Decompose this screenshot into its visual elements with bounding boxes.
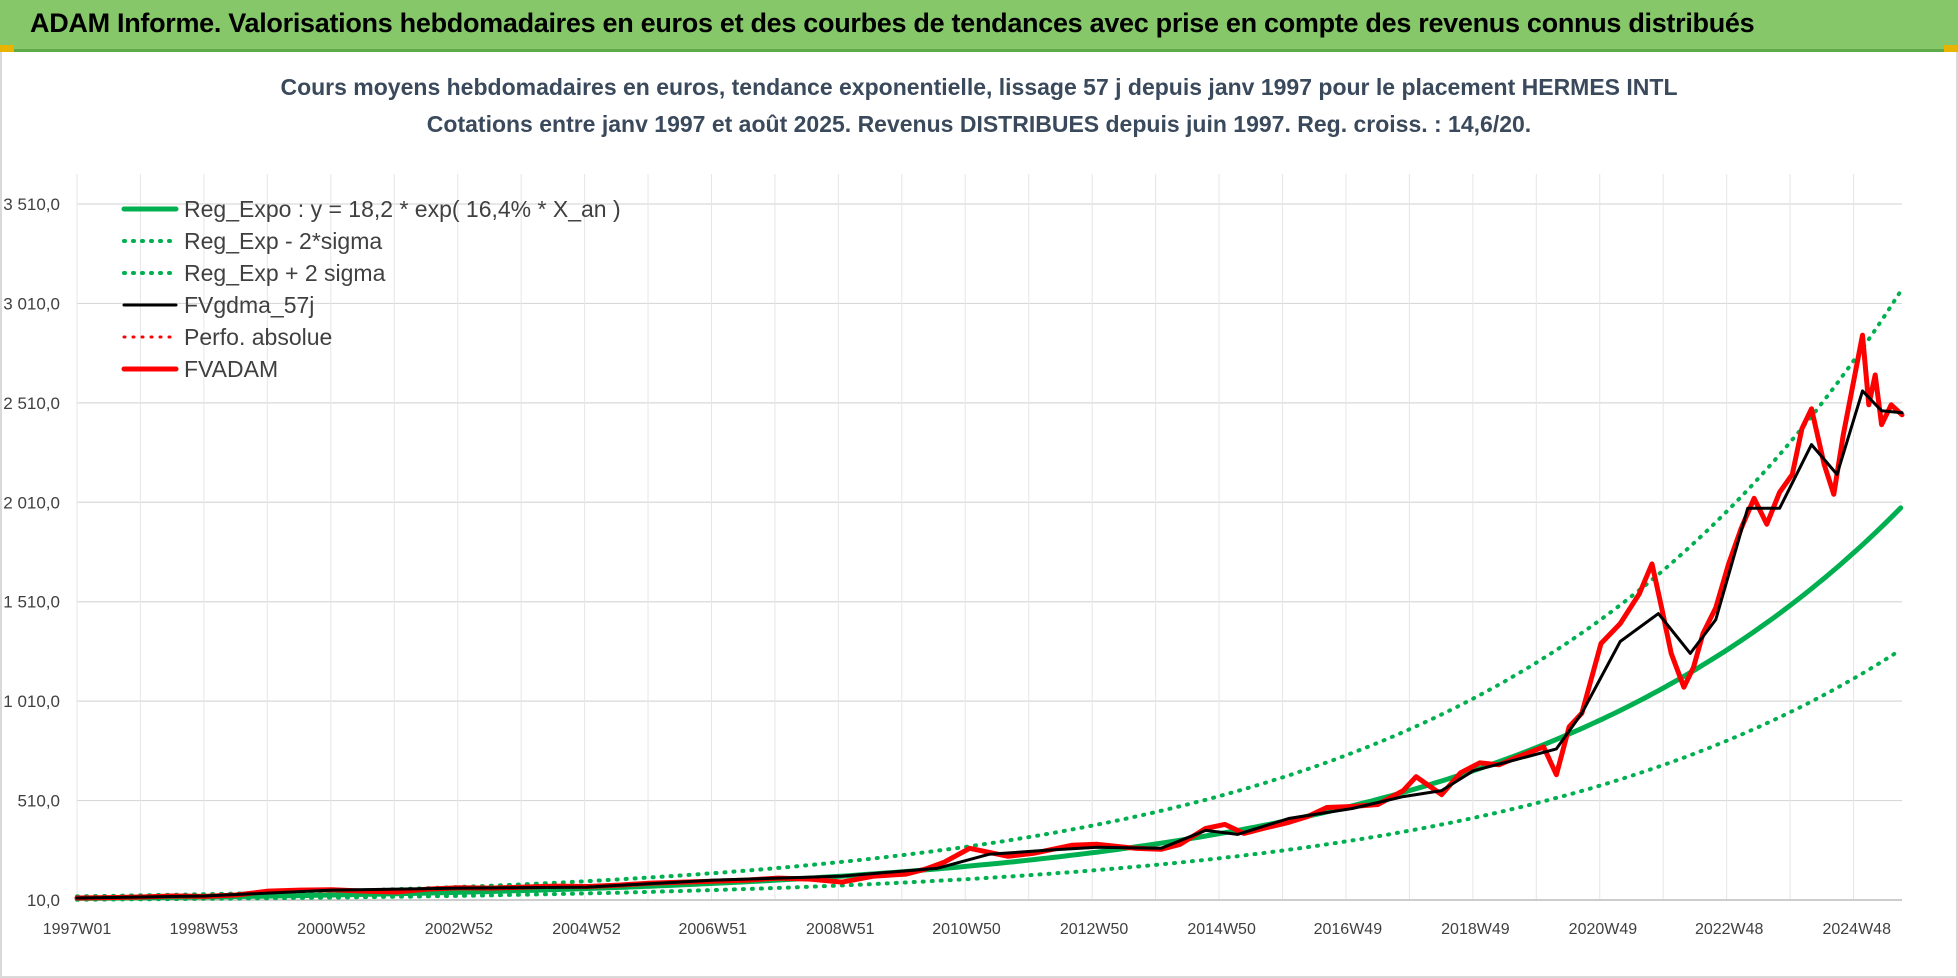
legend-label: Reg_Expo : y = 18,2 * exp( 16,4% * X_an … — [184, 196, 621, 222]
x-tick-label: 2000W52 — [297, 921, 366, 938]
corner-marker-right — [1944, 45, 1958, 52]
legend-label: Reg_Exp + 2 sigma — [184, 260, 386, 286]
y-tick-label: 1 010,0 — [3, 692, 60, 711]
banner-title: ADAM Informe. Valorisations hebdomadaire… — [30, 8, 1755, 38]
x-tick-label: 1998W53 — [170, 921, 239, 938]
legend-label: Perfo. absolue — [184, 324, 332, 350]
grid-lines — [76, 174, 1902, 901]
line-chart: Cours moyens hebdomadaires en euros, ten… — [3, 74, 1905, 938]
x-tick-label: 2018W49 — [1441, 921, 1510, 938]
series-fvadam-line — [74, 332, 1905, 901]
series-fvgdma-57j-line — [75, 389, 1904, 900]
y-tick-label: 3 010,0 — [3, 294, 60, 313]
x-tick-label: 2016W49 — [1314, 921, 1383, 938]
corner-marker-left — [0, 45, 14, 52]
x-tick-label: 2006W51 — [679, 921, 748, 938]
series-layer — [74, 289, 1905, 902]
series-reg-exp-minus-2sigma-line — [75, 647, 1903, 902]
x-tick-label: 2002W52 — [425, 921, 494, 938]
series-reg-expo-line — [74, 505, 1904, 901]
y-tick-label: 3 510,0 — [3, 195, 60, 214]
report-banner: ADAM Informe. Valorisations hebdomadaire… — [0, 0, 1958, 52]
x-tick-label: 1997W01 — [43, 921, 112, 938]
x-tick-label: 2004W52 — [552, 921, 621, 938]
legend: Reg_Expo : y = 18,2 * exp( 16,4% * X_an … — [121, 196, 621, 382]
chart-title: Cours moyens hebdomadaires en euros, ten… — [280, 74, 1677, 100]
chart-subtitle: Cotations entre janv 1997 et août 2025. … — [427, 111, 1531, 137]
x-tick-label: 2010W50 — [932, 921, 1001, 938]
x-tick-label: 2014W50 — [1187, 921, 1256, 938]
y-tick-label: 2 510,0 — [3, 394, 60, 413]
y-tick-label: 510,0 — [17, 792, 60, 811]
legend-label: Reg_Exp - 2*sigma — [184, 228, 382, 254]
series-reg-exp-plus-2sigma-line — [75, 289, 1903, 899]
x-tick-label: 2008W51 — [806, 921, 875, 938]
x-tick-label: 2020W49 — [1569, 921, 1638, 938]
y-tick-label: 2 010,0 — [3, 493, 60, 512]
x-axis: 1997W01 1998W53 2000W52 2002W52 2004W52 2006W… — [43, 921, 1891, 938]
x-tick-label: 2012W50 — [1060, 921, 1129, 938]
x-tick-label: 2022W48 — [1695, 921, 1764, 938]
y-axis: 10,0 510,0 1 010,0 1 510,0 2 010,0 2 510,0 3 0… — [3, 195, 60, 910]
x-tick-label: 2024W48 — [1822, 921, 1891, 938]
y-tick-label: 1 510,0 — [3, 593, 60, 612]
legend-label: FVADAM — [184, 356, 278, 382]
legend-label: FVgdma_57j — [184, 292, 314, 318]
y-tick-label: 10,0 — [27, 891, 60, 910]
